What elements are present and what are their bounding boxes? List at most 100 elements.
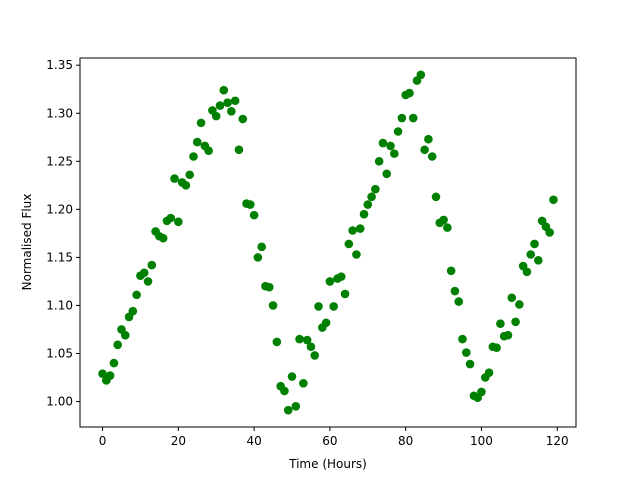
point [431, 192, 441, 202]
point [348, 226, 357, 235]
y-tick-label: 1.10 [46, 298, 73, 312]
point [174, 217, 183, 227]
point [355, 224, 365, 233]
point [336, 272, 346, 281]
point [340, 289, 350, 299]
point [158, 233, 168, 243]
point [496, 319, 505, 328]
point [446, 266, 456, 276]
point [462, 348, 471, 357]
point [185, 170, 194, 180]
point [408, 113, 418, 123]
x-tick-label: 60 [322, 434, 337, 448]
point [139, 268, 149, 278]
y-tick-label: 1.00 [46, 395, 73, 409]
point [454, 297, 464, 306]
point [109, 358, 119, 368]
point [189, 152, 198, 161]
point [219, 85, 229, 95]
axes-frame [79, 57, 577, 428]
point [378, 138, 388, 148]
point [390, 149, 399, 158]
point [503, 330, 513, 340]
x-tick-label: 120 [546, 434, 569, 448]
point [287, 372, 297, 381]
point [234, 145, 244, 155]
point [192, 137, 202, 147]
point [113, 340, 123, 350]
point [507, 293, 517, 303]
point [295, 334, 304, 344]
point [272, 337, 282, 347]
point [439, 215, 448, 225]
point [314, 302, 323, 311]
y-tick-label: 1.35 [46, 58, 73, 72]
point [299, 378, 308, 388]
x-tick-label: 0 [99, 434, 107, 448]
point [367, 192, 376, 202]
point [215, 101, 225, 110]
point [257, 242, 266, 252]
point [98, 369, 107, 378]
point [397, 113, 407, 123]
y-tick-label: 1.20 [46, 202, 73, 216]
point [374, 157, 384, 166]
point [405, 88, 414, 98]
y-tick-label: 1.15 [46, 250, 73, 264]
point [268, 301, 278, 310]
point [458, 334, 467, 344]
point [181, 181, 191, 190]
y-tick-label: 1.05 [46, 346, 73, 360]
point [143, 277, 153, 286]
point [223, 98, 232, 107]
point [427, 152, 437, 161]
point [545, 228, 554, 237]
point [246, 200, 255, 209]
point [302, 335, 312, 345]
y-axis-label: Normalised Flux [20, 194, 34, 291]
point [450, 286, 460, 296]
point [522, 267, 532, 277]
point [465, 359, 475, 369]
y-tick-label: 1.25 [46, 154, 73, 168]
point [166, 213, 176, 223]
point [424, 134, 433, 144]
point [147, 260, 157, 270]
point [105, 371, 115, 380]
point [511, 317, 520, 327]
point [393, 127, 403, 136]
point [492, 343, 501, 353]
point [283, 405, 293, 415]
point [120, 330, 130, 340]
point [170, 174, 179, 183]
point [325, 277, 335, 286]
point [484, 368, 494, 378]
point [420, 145, 429, 155]
point [359, 209, 369, 219]
x-tick-label: 80 [398, 434, 413, 448]
point [443, 223, 452, 232]
point [386, 141, 395, 151]
point [371, 184, 380, 194]
x-tick-label: 40 [246, 434, 261, 448]
point [363, 200, 373, 209]
point [526, 250, 536, 259]
point [249, 210, 259, 220]
point [204, 146, 213, 156]
point [132, 290, 141, 300]
point [230, 96, 240, 106]
point [549, 195, 558, 205]
point [533, 255, 543, 265]
plot-area [98, 70, 558, 415]
point [291, 402, 301, 411]
point [310, 351, 320, 360]
point [329, 302, 338, 311]
point [530, 239, 539, 249]
point [280, 386, 289, 396]
point [227, 107, 236, 116]
x-tick-label: 100 [470, 434, 493, 448]
point [264, 282, 274, 292]
x-axis-label: Time (Hours) [288, 457, 367, 471]
